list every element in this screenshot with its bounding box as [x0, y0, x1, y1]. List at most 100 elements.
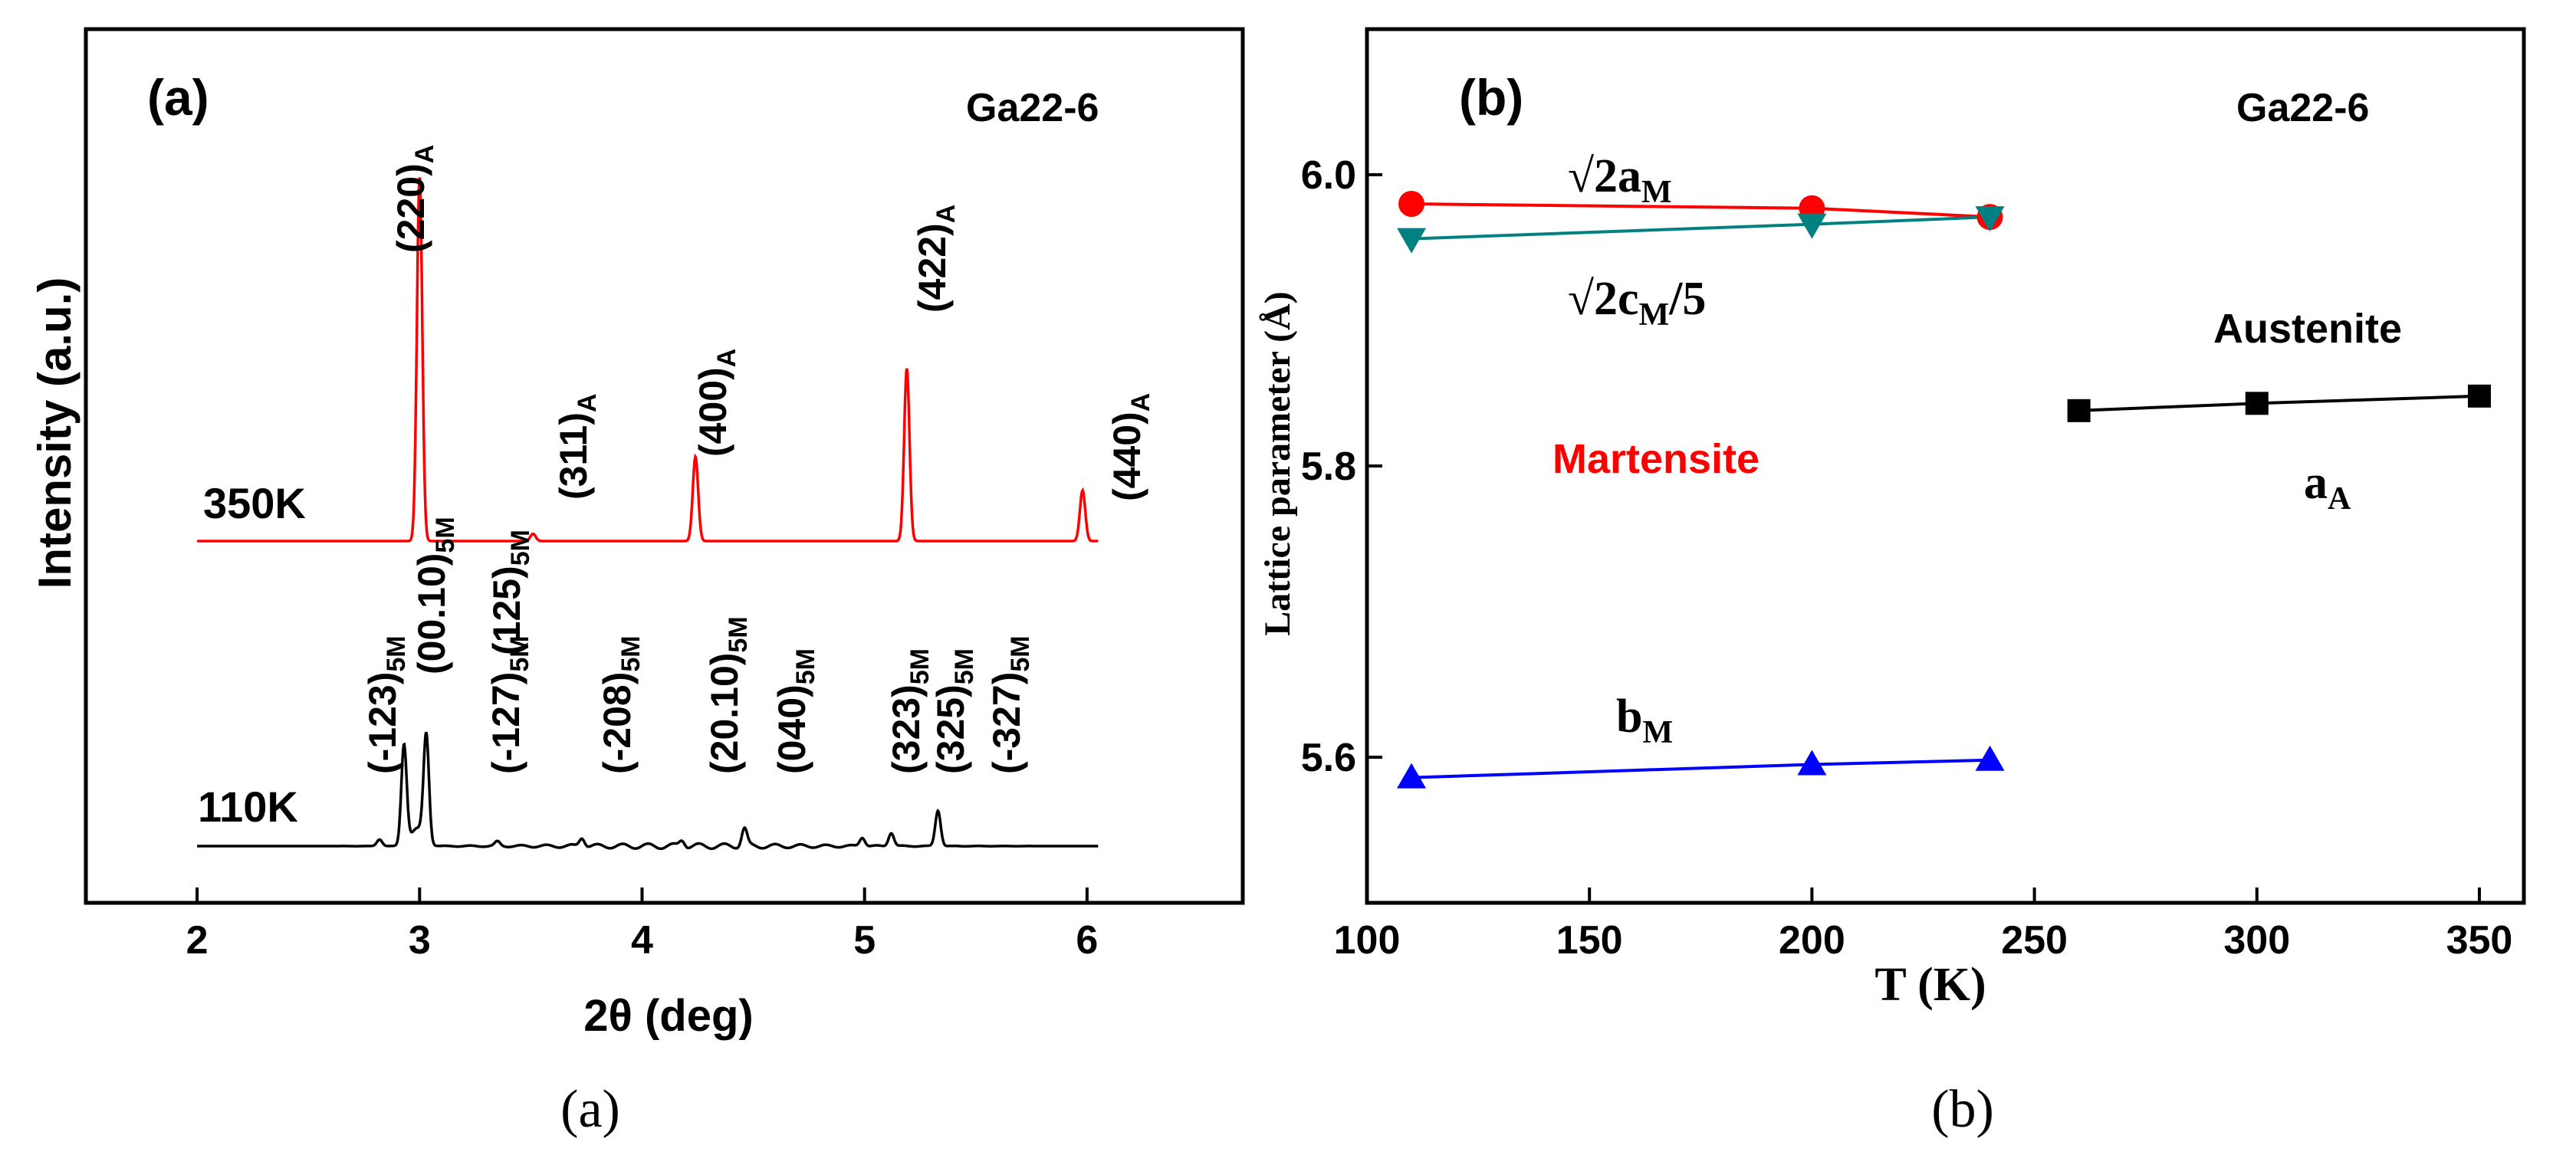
- peak-label-index: (040): [770, 684, 813, 774]
- peak-label-index: (323): [885, 684, 928, 774]
- x-tick-label-2: 2: [186, 918, 209, 963]
- peak-label-subscript: 5M: [1006, 635, 1035, 671]
- peak-label-subscript: 5M: [505, 635, 534, 671]
- series-label-bm-name: b: [1616, 691, 1642, 743]
- peak-label-index: (400): [692, 367, 734, 457]
- peak-label-subscript: A: [712, 349, 741, 368]
- peak-label-index: (220): [389, 163, 432, 253]
- series-label-bm-sub: M: [1642, 715, 1673, 750]
- marker-bm-110: [1397, 763, 1427, 789]
- series-label-350k: 350K: [203, 479, 306, 527]
- peak-label-subscript: 5M: [724, 616, 753, 652]
- b-x-tick-label-350: 350: [2446, 918, 2513, 963]
- b-y-tick-label-5-8: 5.8: [1301, 445, 1356, 489]
- b-x-tick-label-200: 200: [1779, 918, 1845, 963]
- x-tick-label-4: 4: [631, 918, 653, 963]
- peak-label-110k-327: (-327)5M: [985, 635, 1035, 774]
- caption-b: (b): [1931, 1080, 1994, 1139]
- peak-label-subscript: A: [573, 393, 602, 412]
- panel-b-frame: [1365, 27, 2526, 905]
- peak-label-110k-125: (125)5M: [485, 530, 535, 655]
- x-tick-label-6: 6: [1076, 918, 1098, 963]
- peak-label-110k-123: (-123)5M: [361, 635, 411, 774]
- peak-label-subscript: 5M: [791, 648, 820, 684]
- peak-label-index: (-327): [985, 672, 1028, 774]
- peak-label-index: (311): [552, 412, 595, 500]
- panel-a-traces: [197, 177, 1099, 851]
- panel-b-sample-label: Ga22-6: [2236, 86, 2369, 130]
- b-x-tick-label-250: 250: [2001, 918, 2068, 963]
- panel-a-peak-labels: (220)A(311)A (400)A(422)A(440)A(-123)5M (0…: [361, 145, 1155, 774]
- peak-label-index: (125): [485, 566, 528, 655]
- series-label-110k: 110K: [198, 782, 298, 831]
- series-label-bm: bM: [1616, 691, 1673, 750]
- peak-label-110k-325: (325)5M: [929, 648, 979, 774]
- marker-2cm-240: [1975, 206, 2005, 232]
- peak-label-350k-400: (400)A: [692, 349, 741, 457]
- peak-label-index: (-208): [596, 672, 639, 774]
- peak-label-index: (440): [1106, 412, 1148, 501]
- panel-b-y-axis-label: Lattice parameter (Å): [1257, 291, 1298, 636]
- svg-text:√2cM/5: √2cM/5: [1568, 273, 1706, 333]
- series-label-sqrt2-cm-suffix: /5: [1668, 273, 1706, 325]
- panel-b-markers: [1397, 191, 2491, 789]
- peak-label-index: (20.10): [703, 653, 746, 774]
- line-aa: [2078, 394, 2480, 412]
- panel-a: (a) Ga22-6 2 3 4 5 6 2θ (deg) Intensity (a.u…: [29, 69, 1155, 1041]
- panel-a-x-axis-label: 2θ (deg): [583, 991, 753, 1041]
- peak-label-110k-208: (-208)5M: [596, 635, 646, 774]
- marker-aa-300: [2245, 392, 2269, 415]
- marker-bm-200: [1797, 750, 1827, 776]
- marker-2cm-200: [1797, 213, 1827, 239]
- peak-label-subscript: A: [410, 145, 439, 164]
- line-2cm: [1411, 215, 1990, 241]
- peak-label-350k-220: (220)A: [389, 145, 439, 253]
- x-tick-label-5: 5: [853, 918, 876, 963]
- phase-label-austenite: Austenite: [2213, 306, 2402, 352]
- peak-label-index: (-127): [485, 672, 527, 774]
- svg-text:√2aM: √2aM: [1568, 150, 1672, 210]
- panel-b-x-ticks: 100 150 200 250 300 350: [1334, 887, 2513, 963]
- peak-label-110k-040: (040)5M: [770, 648, 820, 774]
- series-label-sqrt2-cm-name: √2c: [1568, 273, 1639, 325]
- marker-bm-240: [1975, 745, 2005, 771]
- b-y-tick-label-5-6: 5.6: [1301, 736, 1356, 780]
- peak-label-subscript: 5M: [431, 517, 460, 553]
- peak-label-350k-311: (311)A: [552, 393, 602, 500]
- peak-label-350k-422: (422)A: [911, 205, 961, 313]
- series-label-sqrt2-am: √2aM: [1568, 150, 1672, 210]
- marker-2am-110: [1398, 191, 1425, 217]
- peak-label-110k-127: (-127)5M: [485, 635, 534, 774]
- series-label-sqrt2-am-sub: M: [1641, 175, 1672, 210]
- peak-label-index: (00.10): [410, 553, 453, 674]
- peak-label-350k-440: (440)A: [1106, 393, 1155, 501]
- panel-a-sample-label: Ga22-6: [966, 86, 1099, 130]
- panel-b-label: (b): [1459, 69, 1523, 126]
- marker-aa-350: [2467, 384, 2491, 408]
- peak-label-index: (422): [911, 223, 954, 313]
- series-label-aa-sub: A: [2328, 481, 2351, 517]
- peak-label-110k-323: (323)5M: [885, 648, 935, 774]
- marker-aa-260: [2067, 399, 2091, 422]
- panel-a-label: (a): [147, 69, 209, 126]
- peak-label-subscript: A: [1126, 393, 1155, 412]
- b-x-tick-label-300: 300: [2223, 918, 2290, 963]
- x-tick-label-3: 3: [409, 918, 431, 963]
- line-bm: [1411, 758, 1990, 779]
- panel-b-x-axis-label: T (K): [1875, 959, 1986, 1011]
- panel-a-frame: [84, 27, 1245, 905]
- marker-2cm-110: [1397, 228, 1427, 254]
- svg-text:aA: aA: [2304, 457, 2351, 517]
- peak-label-subscript: A: [932, 205, 961, 224]
- series-label-sqrt2-cm: √2cM/5: [1568, 273, 1706, 333]
- b-x-tick-label-100: 100: [1334, 918, 1401, 963]
- series-label-sqrt2-cm-sub: M: [1639, 297, 1670, 333]
- panel-a-y-axis-label: Intensity (a.u.): [29, 277, 80, 589]
- line-2am: [1411, 202, 1990, 219]
- trace-350k: [197, 177, 1099, 543]
- peak-label-subscript: 5M: [382, 635, 411, 671]
- series-label-aa-name: a: [2304, 457, 2328, 509]
- b-x-tick-label-150: 150: [1556, 918, 1623, 963]
